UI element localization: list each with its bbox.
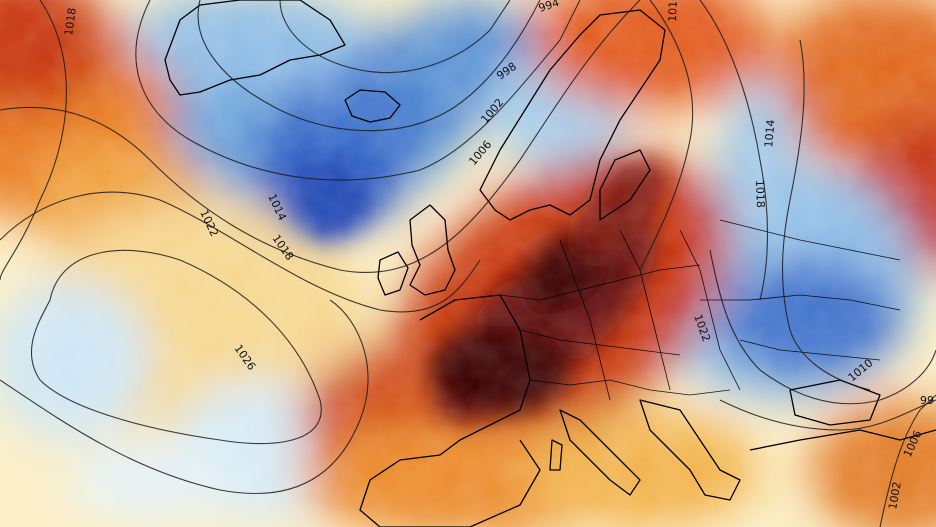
isobar-label-1010-top: 1010 [666,0,680,22]
isobar-label-1002-se: 1002 [886,481,904,511]
isobar-label-99-edge: 99 [920,394,934,407]
isobar-label-1018-east: 1018 [753,180,767,208]
country-borders [499,219,901,401]
isobar-label-1014-east: 1014 [762,119,777,148]
isobar-label-1018: 1018 [62,7,79,37]
